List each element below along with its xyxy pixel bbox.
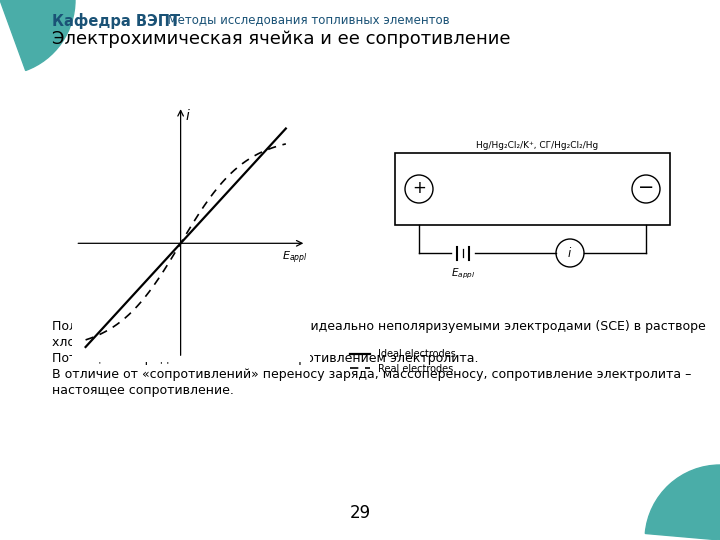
- Text: $E_{appl}$: $E_{appl}$: [282, 249, 308, 266]
- Wedge shape: [645, 465, 720, 540]
- Text: $E_{appl}$: $E_{appl}$: [451, 267, 475, 281]
- Text: хлорида калия.: хлорида калия.: [52, 336, 154, 349]
- Text: настоящее сопротивление.: настоящее сопротивление.: [52, 384, 234, 397]
- Text: Электрохимическая ячейка и ее сопротивление: Электрохимическая ячейка и ее сопротивле…: [52, 30, 510, 48]
- Text: Кафедра ВЭПТ: Кафедра ВЭПТ: [52, 13, 180, 29]
- Text: $i$: $i$: [567, 246, 572, 260]
- Text: Hg/Hg₂Cl₂/K⁺, CГ/Hg₂Cl₂/Hg: Hg/Hg₂Cl₂/K⁺, CГ/Hg₂Cl₂/Hg: [477, 141, 598, 150]
- Text: Методы исследования топливных элементов: Методы исследования топливных элементов: [160, 13, 449, 26]
- Text: Поляризационная кривая ЭХЯ с двумя идеально неполяризуемыми электродами (SCE) в : Поляризационная кривая ЭХЯ с двумя идеал…: [52, 320, 706, 333]
- Text: +: +: [412, 179, 426, 197]
- Text: −: −: [638, 179, 654, 198]
- Legend: Ideal electrodes, Real electrodes: Ideal electrodes, Real electrodes: [346, 345, 459, 377]
- Text: 29: 29: [349, 504, 371, 522]
- Text: $i$: $i$: [185, 108, 191, 123]
- Text: В отличие от «сопротивлений» переносу заряда, массопереносу, сопротивление элект: В отличие от «сопротивлений» переносу за…: [52, 368, 691, 381]
- Bar: [395, 153, 670, 225]
- Text: Потенциал определяется только сопротивлением электролита.: Потенциал определяется только сопротивле…: [52, 352, 479, 365]
- Wedge shape: [0, 0, 75, 71]
